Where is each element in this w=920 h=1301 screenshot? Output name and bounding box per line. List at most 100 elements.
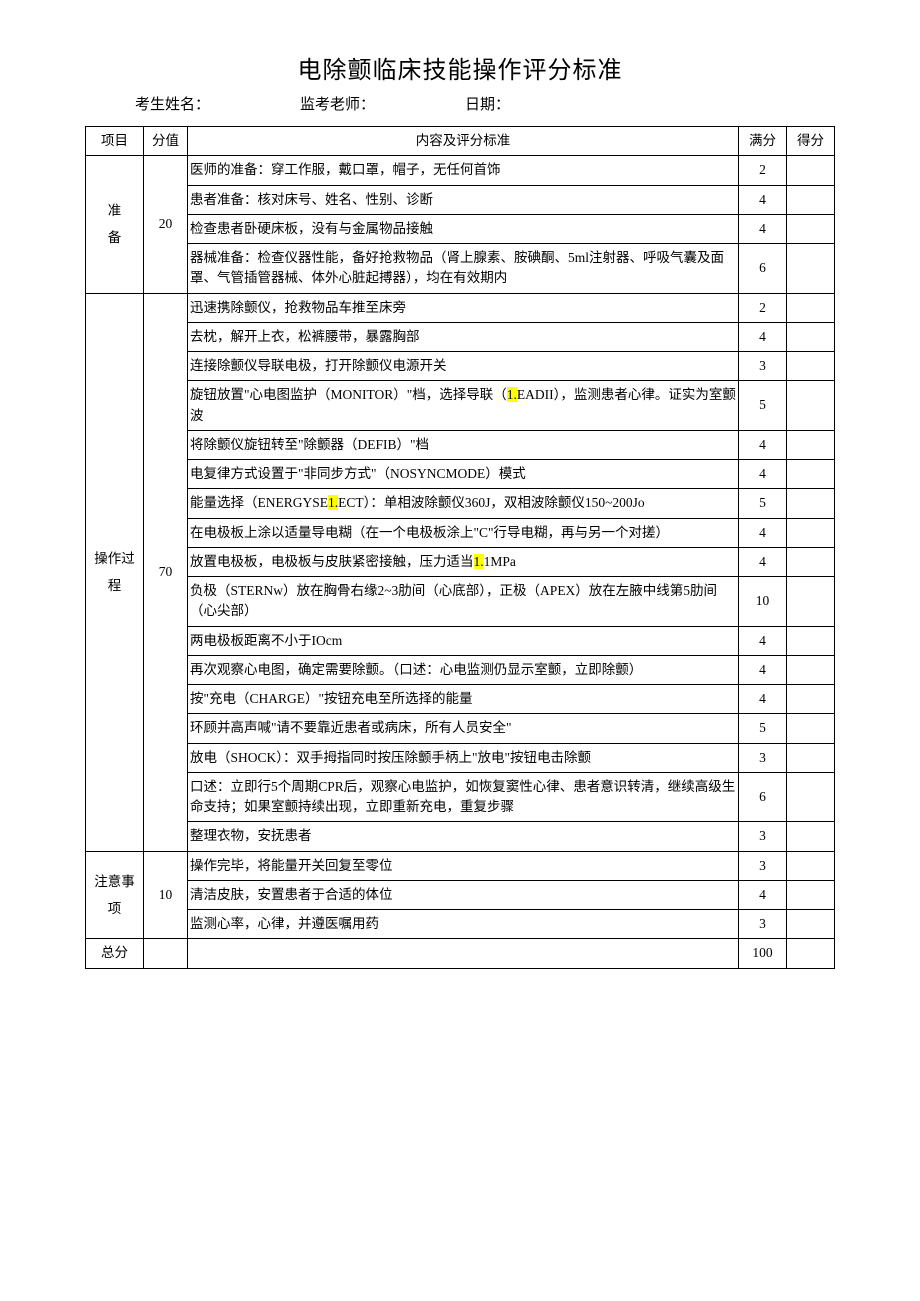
- table-row: 患者准备：核对床号、姓名、性别、诊断4: [86, 185, 835, 214]
- full-score-cell: 3: [739, 352, 787, 381]
- table-row: 连接除颤仪导联电极，打开除颤仪电源开关3: [86, 352, 835, 381]
- examiner-label: 监考老师：: [300, 93, 375, 114]
- score-cell[interactable]: [787, 322, 835, 351]
- full-score-cell: 4: [739, 880, 787, 909]
- table-row: 两电极板距离不小于IOcm4: [86, 626, 835, 655]
- total-score-cell[interactable]: [787, 939, 835, 968]
- score-cell[interactable]: [787, 714, 835, 743]
- score-cell[interactable]: [787, 381, 835, 431]
- full-score-cell: 4: [739, 518, 787, 547]
- section-name: 操作过程: [86, 293, 144, 851]
- content-cell: 医师的准备：穿工作服，戴口罩，帽子，无任何首饰: [188, 156, 739, 185]
- full-score-cell: 4: [739, 460, 787, 489]
- content-cell: 旋钮放置"心电图监护（MONITOR）"档，选择导联（1.EADII），监测患者…: [188, 381, 739, 431]
- content-cell: 能量选择（ENERGYSE1.ECT）：单相波除颤仪360J，双相波除颤仪150…: [188, 489, 739, 518]
- score-table: 项目 分值 内容及评分标准 满分 得分 准备20医师的准备：穿工作服，戴口罩，帽…: [85, 126, 835, 969]
- score-cell[interactable]: [787, 430, 835, 459]
- full-score-cell: 6: [739, 244, 787, 294]
- full-score-cell: 4: [739, 430, 787, 459]
- full-score-cell: 3: [739, 822, 787, 851]
- content-cell: 在电极板上涂以适量导电糊（在一个电极板涂上"C"行导电糊，再与另一个对搓）: [188, 518, 739, 547]
- score-cell[interactable]: [787, 851, 835, 880]
- section-name: 注意事项: [86, 851, 144, 939]
- full-score-cell: 4: [739, 547, 787, 576]
- score-cell[interactable]: [787, 655, 835, 684]
- score-cell[interactable]: [787, 547, 835, 576]
- score-cell[interactable]: [787, 293, 835, 322]
- full-score-cell: 10: [739, 577, 787, 627]
- score-cell[interactable]: [787, 772, 835, 822]
- score-cell[interactable]: [787, 577, 835, 627]
- header-project: 项目: [86, 127, 144, 156]
- header-score: 得分: [787, 127, 835, 156]
- content-cell: 连接除颤仪导联电极，打开除颤仪电源开关: [188, 352, 739, 381]
- table-row: 将除颤仪旋钮转至"除颤器（DEFIB）"档4: [86, 430, 835, 459]
- table-row: 整理衣物，安抚患者3: [86, 822, 835, 851]
- score-cell[interactable]: [787, 460, 835, 489]
- table-row: 再次观察心电图，确定需要除颤。（口述：心电监测仍显示室颤，立即除颤）4: [86, 655, 835, 684]
- total-value: 100: [739, 939, 787, 968]
- score-cell[interactable]: [787, 185, 835, 214]
- table-row: 器械准备：检查仪器性能，备好抢救物品（肾上腺素、胺碘酮、5ml注射器、呼吸气囊及…: [86, 244, 835, 294]
- table-row: 电复律方式设置于"非同步方式"（NOSYNCMODE）模式4: [86, 460, 835, 489]
- content-cell: 器械准备：检查仪器性能，备好抢救物品（肾上腺素、胺碘酮、5ml注射器、呼吸气囊及…: [188, 244, 739, 294]
- score-cell[interactable]: [787, 489, 835, 518]
- score-cell[interactable]: [787, 910, 835, 939]
- full-score-cell: 4: [739, 214, 787, 243]
- score-cell[interactable]: [787, 244, 835, 294]
- score-cell[interactable]: [787, 685, 835, 714]
- table-row: 清洁皮肤，安置患者于合适的体位4: [86, 880, 835, 909]
- content-cell: 操作完毕，将能量开关回复至零位: [188, 851, 739, 880]
- table-row: 旋钮放置"心电图监护（MONITOR）"档，选择导联（1.EADII），监测患者…: [86, 381, 835, 431]
- content-cell: 放置电极板，电极板与皮肤紧密接触，压力适当1.1MPa: [188, 547, 739, 576]
- header-content: 内容及评分标准: [188, 127, 739, 156]
- content-cell: 按"充电（CHARGE）"按钮充电至所选择的能量: [188, 685, 739, 714]
- header-value: 分值: [144, 127, 188, 156]
- full-score-cell: 3: [739, 743, 787, 772]
- score-cell[interactable]: [787, 214, 835, 243]
- content-cell: 检查患者卧硬床板，没有与金属物品接触: [188, 214, 739, 243]
- section-value: 10: [144, 851, 188, 939]
- total-label: 总分: [86, 939, 144, 968]
- table-header-row: 项目 分值 内容及评分标准 满分 得分: [86, 127, 835, 156]
- page-title: 电除颤临床技能操作评分标准: [85, 50, 835, 85]
- full-score-cell: 4: [739, 185, 787, 214]
- header-full: 满分: [739, 127, 787, 156]
- content-cell: 放电（SHOCK）：双手拇指同时按压除颤手柄上"放电"按钮电击除颤: [188, 743, 739, 772]
- score-cell[interactable]: [787, 518, 835, 547]
- section-value: 70: [144, 293, 188, 851]
- section-name: 准备: [86, 156, 144, 293]
- full-score-cell: 3: [739, 851, 787, 880]
- table-row: 注意事项10操作完毕，将能量开关回复至零位3: [86, 851, 835, 880]
- name-label: 考生姓名：: [135, 93, 210, 114]
- highlighted-text: 1.: [328, 495, 338, 510]
- table-row: 能量选择（ENERGYSE1.ECT）：单相波除颤仪360J，双相波除颤仪150…: [86, 489, 835, 518]
- content-cell: 迅速携除颤仪，抢救物品车推至床旁: [188, 293, 739, 322]
- content-cell: 去枕，解开上衣，松裤腰带，暴露胸部: [188, 322, 739, 351]
- total-empty: [188, 939, 739, 968]
- highlighted-text: 1.: [474, 554, 484, 569]
- score-cell[interactable]: [787, 822, 835, 851]
- date-label: 日期：: [465, 93, 510, 114]
- table-row: 去枕，解开上衣，松裤腰带，暴露胸部4: [86, 322, 835, 351]
- table-row: 放置电极板，电极板与皮肤紧密接触，压力适当1.1MPa4: [86, 547, 835, 576]
- table-row: 环顾并高声喊"请不要靠近患者或病床，所有人员安全"5: [86, 714, 835, 743]
- table-row: 检查患者卧硬床板，没有与金属物品接触4: [86, 214, 835, 243]
- score-cell[interactable]: [787, 156, 835, 185]
- score-cell[interactable]: [787, 743, 835, 772]
- score-cell[interactable]: [787, 880, 835, 909]
- content-cell: 整理衣物，安抚患者: [188, 822, 739, 851]
- full-score-cell: 4: [739, 685, 787, 714]
- full-score-cell: 5: [739, 714, 787, 743]
- content-cell: 再次观察心电图，确定需要除颤。（口述：心电监测仍显示室颤，立即除颤）: [188, 655, 739, 684]
- score-cell[interactable]: [787, 626, 835, 655]
- content-cell: 口述：立即行5个周期CPR后，观察心电监护，如恢复窦性心律、患者意识转清，继续高…: [188, 772, 739, 822]
- table-row: 监测心率，心律，并遵医嘱用药3: [86, 910, 835, 939]
- full-score-cell: 5: [739, 489, 787, 518]
- full-score-cell: 4: [739, 655, 787, 684]
- content-cell: 将除颤仪旋钮转至"除颤器（DEFIB）"档: [188, 430, 739, 459]
- total-empty: [144, 939, 188, 968]
- info-row: 考生姓名： 监考老师： 日期：: [85, 93, 835, 114]
- score-cell[interactable]: [787, 352, 835, 381]
- table-row: 口述：立即行5个周期CPR后，观察心电监护，如恢复窦性心律、患者意识转清，继续高…: [86, 772, 835, 822]
